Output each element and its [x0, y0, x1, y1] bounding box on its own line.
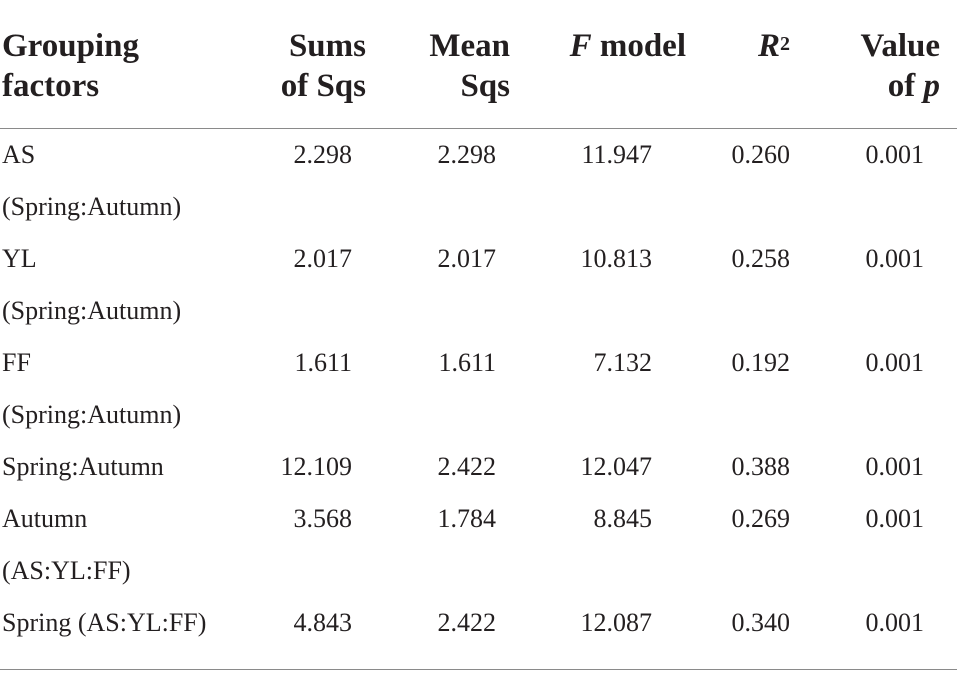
cell-f-model: 8.845: [593, 504, 653, 533]
cell-f-model: 11.947: [581, 140, 652, 169]
cell-p-value: 0.001: [865, 140, 925, 169]
cell-factor: FF (Spring:Autumn): [2, 348, 182, 429]
cell-mean: 2.298: [437, 140, 497, 169]
cell-p-value: 0.001: [865, 244, 925, 273]
cell-r-squared: 0.269: [731, 504, 791, 533]
cell-factor: Spring (AS:YL:FF): [2, 608, 207, 637]
cell-sums: 4.843: [293, 608, 353, 637]
header-grouping-factors: Grouping factors: [2, 28, 139, 104]
cell-sums: 3.568: [293, 504, 353, 533]
cell-r-squared: 0.258: [731, 244, 791, 273]
cell-factor: AS (Spring:Autumn): [2, 140, 182, 221]
header-mean-sqs: Mean Sqs: [429, 28, 510, 104]
cell-f-model: 7.132: [593, 348, 653, 377]
table-header: Grouping factors Sums of Sqs Mean Sqs F …: [0, 0, 957, 129]
header-f-model: F model: [569, 28, 686, 64]
cell-p-value: 0.001: [865, 608, 925, 637]
cell-sums: 12.109: [280, 452, 353, 481]
cell-f-model: 12.047: [580, 452, 653, 481]
cell-mean: 2.422: [437, 608, 497, 637]
cell-sums: 2.017: [293, 244, 353, 273]
cell-f-model: 12.087: [580, 608, 653, 637]
cell-p-value: 0.001: [865, 452, 925, 481]
cell-p-value: 0.001: [865, 348, 925, 377]
header-r-squared: R2: [757, 28, 790, 64]
cell-factor: Autumn (AS:YL:FF): [2, 504, 131, 585]
cell-mean: 2.422: [437, 452, 497, 481]
cell-f-model: 10.813: [580, 244, 653, 273]
cell-mean: 1.784: [437, 504, 497, 533]
cell-r-squared: 0.340: [731, 608, 791, 637]
table-body: AS (Spring:Autumn) 2.298 2.298 11.947 0.…: [0, 129, 957, 670]
cell-sums: 1.611: [294, 348, 352, 377]
header-sums-of-sqs: Sums of Sqs: [280, 28, 366, 104]
header-value-of-p: Value of p: [860, 28, 940, 104]
cell-r-squared: 0.192: [731, 348, 791, 377]
cell-mean: 1.611: [438, 348, 496, 377]
cell-factor: YL (Spring:Autumn): [2, 244, 182, 325]
cell-r-squared: 0.260: [731, 140, 791, 169]
cell-p-value: 0.001: [865, 504, 925, 533]
cell-r-squared: 0.388: [731, 452, 791, 481]
cell-mean: 2.017: [437, 244, 497, 273]
cell-factor: Spring:Autumn: [2, 452, 164, 481]
cell-sums: 2.298: [293, 140, 353, 169]
